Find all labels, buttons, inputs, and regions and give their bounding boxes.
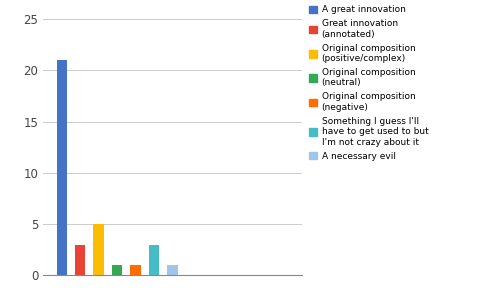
Legend: A great innovation, Great innovation
(annotated), Original composition
(positive: A great innovation, Great innovation (an… (309, 5, 428, 161)
Bar (75, 244, 85, 275)
Bar (93, 224, 103, 275)
Bar (167, 265, 178, 275)
Bar (57, 60, 67, 275)
Bar (130, 265, 140, 275)
Bar (149, 244, 159, 275)
Bar (112, 265, 122, 275)
